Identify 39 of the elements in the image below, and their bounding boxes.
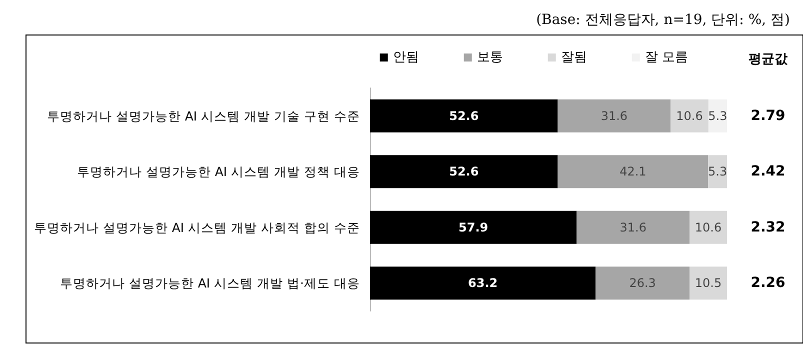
- y-tick-label: 투명하거나 설명가능한 AI 시스템 개발 정책 대응: [76, 164, 360, 180]
- legend-label: 안됨: [392, 50, 419, 65]
- data-label: 52.6: [449, 108, 479, 123]
- data-label: 10.5: [694, 276, 722, 290]
- data-label: 42.1: [620, 164, 646, 179]
- bar: [576, 210, 690, 244]
- legend-label: 잘 모름: [644, 50, 688, 65]
- y-tick-label: 투명하거나 설명가능한 AI 시스템 개발 사회적 합의 수준: [34, 220, 360, 235]
- data-label: 10.6: [694, 220, 722, 234]
- bar: [670, 99, 708, 132]
- data-label: 57.9: [458, 220, 488, 234]
- bar: [596, 266, 690, 300]
- data-label: 31.6: [620, 220, 646, 234]
- y-tick-label: 투명하거나 설명가능한 AI 시스템 개발 기술 구현 수준: [46, 108, 360, 124]
- chart-subtitle: (Base: 전체응답자, n=19, 단위: %, 점): [536, 12, 790, 28]
- bar: [370, 99, 558, 132]
- bar: [690, 266, 727, 300]
- data-label: 52.6: [449, 164, 479, 179]
- legend-label: 잘됨: [560, 50, 587, 65]
- legend-label: 보통: [476, 50, 503, 65]
- bar: [558, 99, 671, 132]
- text: 2.79: [750, 108, 786, 124]
- bar: [370, 155, 558, 188]
- data-label: 26.3: [629, 276, 656, 290]
- text: 2.32: [750, 219, 786, 236]
- y-tick-label: 투명하거나 설명가능한 AI 시스템 개발 법·제도 대응: [60, 276, 360, 291]
- text: 2.42: [750, 164, 786, 180]
- bar: [558, 155, 708, 188]
- text: 평균값: [748, 52, 788, 67]
- bar: [690, 210, 727, 244]
- data-label: 31.6: [600, 108, 628, 123]
- data-label: 10.6: [676, 108, 703, 123]
- data-label: 5.3: [708, 108, 728, 123]
- bar: [370, 266, 596, 300]
- data-label: 5.3: [708, 164, 728, 179]
- data-label: 63.2: [468, 276, 498, 290]
- bar: [708, 155, 727, 188]
- bar: [370, 210, 577, 244]
- text: 2.26: [750, 275, 786, 292]
